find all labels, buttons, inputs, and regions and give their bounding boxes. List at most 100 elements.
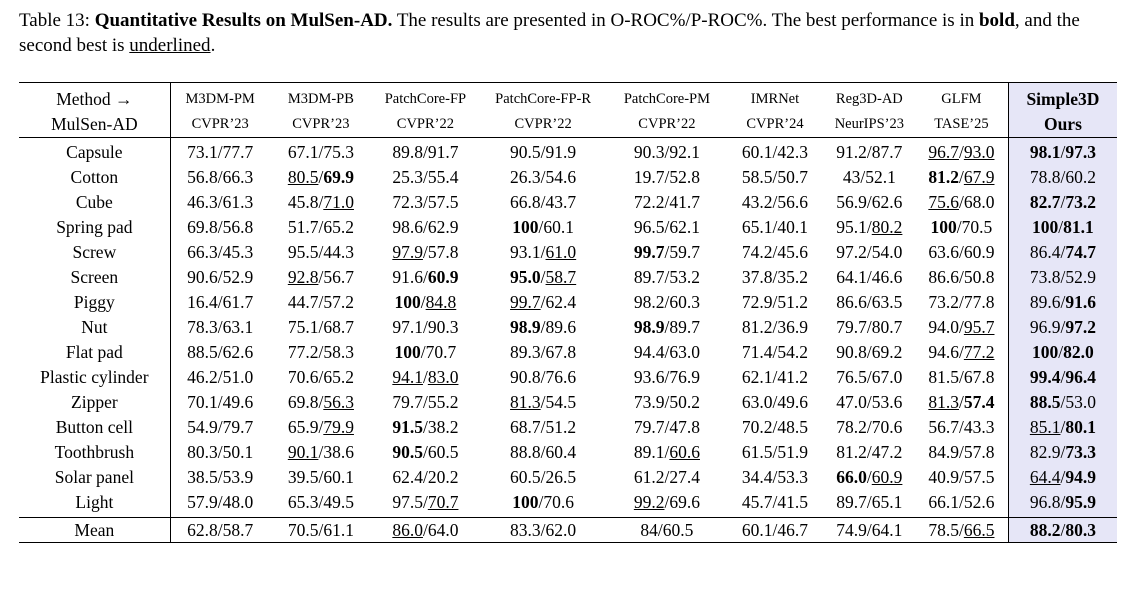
o-roc-value: 39.5: [287, 467, 319, 487]
p-roc-value: 52.1: [865, 167, 896, 187]
o-roc-value: 79.7: [392, 392, 423, 412]
p-roc-value: 60.2: [1065, 167, 1096, 187]
p-roc-value: 71.0: [323, 192, 354, 212]
p-roc-value: 51.0: [222, 367, 254, 387]
p-roc-value: 58.7: [222, 519, 254, 540]
o-roc-value: 100: [1032, 217, 1059, 237]
o-roc-value: 26.3: [510, 167, 541, 187]
value-separator: /: [958, 317, 964, 337]
p-roc-value: 54.0: [871, 242, 903, 262]
value-separator: /: [772, 217, 778, 237]
p-roc-value: 56.6: [777, 192, 809, 212]
value-separator: /: [217, 492, 223, 512]
o-roc-value: 79.7: [633, 417, 665, 437]
value-separator: /: [664, 492, 670, 512]
value-separator: /: [420, 292, 426, 312]
p-roc-value: 80.7: [871, 317, 903, 337]
o-roc-value: 46.3: [187, 192, 218, 212]
score-cell: 90.5/60.5: [372, 440, 479, 465]
value-separator: /: [318, 417, 324, 437]
score-cell: 84/60.5: [607, 517, 727, 543]
score-cell: 62.8/58.7: [170, 517, 270, 543]
value-separator: /: [1060, 292, 1066, 312]
value-separator: /: [664, 317, 670, 337]
p-roc-value: 62.1: [669, 217, 700, 237]
p-roc-value: 77.8: [963, 292, 995, 312]
o-roc-value: 91.2: [836, 142, 867, 162]
p-roc-value: 45.3: [222, 242, 254, 262]
value-separator: /: [772, 442, 778, 462]
o-roc-value: 43.2: [741, 192, 773, 212]
o-roc-value: 97.1: [392, 317, 423, 337]
method-header-patchcore-fp: PatchCore-FP: [372, 82, 479, 112]
category-cell: Cube: [19, 190, 171, 215]
score-cell: 81.3/57.4: [915, 390, 1008, 415]
o-roc-value: 67.1: [287, 142, 319, 162]
value-separator: /: [958, 342, 964, 362]
o-roc-value: 60.1: [741, 519, 773, 540]
score-cell: 19.7/52.8: [608, 165, 727, 190]
value-separator: /: [540, 192, 546, 212]
value-separator: /: [1060, 392, 1066, 412]
score-cell: 82.7/73.2: [1007, 190, 1117, 215]
value-separator: /: [1060, 192, 1066, 212]
category-cell: Mean: [19, 517, 171, 543]
value-separator: /: [217, 392, 223, 412]
p-roc-value: 67.8: [963, 367, 995, 387]
value-separator: /: [866, 142, 872, 162]
o-roc-value: 25.3: [392, 167, 423, 187]
o-roc-value: 96.5: [633, 217, 665, 237]
value-separator: /: [772, 142, 778, 162]
value-separator: /: [866, 519, 872, 540]
o-roc-value: 71.4: [741, 342, 773, 362]
value-separator: /: [866, 217, 872, 237]
value-separator: /: [664, 367, 670, 387]
o-roc-value: 98.2: [633, 292, 665, 312]
o-roc-value: 73.2: [928, 292, 959, 312]
p-roc-value: 74.7: [1065, 242, 1096, 262]
p-roc-value: 80.3: [1065, 519, 1096, 540]
value-separator: /: [318, 467, 324, 487]
value-separator: /: [318, 342, 324, 362]
o-roc-value: 64.1: [836, 267, 867, 287]
o-roc-value: 91.5: [392, 417, 423, 437]
p-roc-value: 48.5: [777, 417, 809, 437]
value-separator: /: [772, 317, 778, 337]
score-cell: 96.5/62.1: [608, 215, 727, 240]
p-roc-value: 60.9: [871, 467, 903, 487]
category-cell: Button cell: [19, 415, 171, 440]
corner-header-bottom: MulSen-AD: [19, 112, 171, 138]
score-cell: 62.1/41.2: [726, 365, 823, 390]
score-cell: 97.9/57.8: [372, 240, 479, 265]
p-roc-value: 60.6: [669, 442, 700, 462]
value-separator: /: [318, 317, 324, 337]
value-separator: /: [318, 242, 324, 262]
score-cell: 75.1/68.7: [270, 315, 372, 340]
o-roc-value: 56.7: [928, 417, 959, 437]
p-roc-value: 57.8: [963, 442, 995, 462]
p-roc-value: 62.6: [871, 192, 903, 212]
p-roc-value: 68.0: [963, 192, 995, 212]
o-roc-value: 88.5: [187, 342, 218, 362]
p-roc-value: 67.8: [545, 342, 577, 362]
o-roc-value: 96.8: [1029, 492, 1061, 512]
o-roc-value: 70.6: [287, 367, 319, 387]
value-separator: /: [422, 392, 428, 412]
o-roc-value: 89.7: [633, 267, 665, 287]
score-cell: 70.5/61.1: [269, 517, 373, 543]
score-cell: 78.8/60.2: [1007, 165, 1117, 190]
p-roc-value: 91.9: [545, 142, 577, 162]
o-roc-value: 69.8: [287, 392, 319, 412]
value-separator: /: [772, 392, 778, 412]
category-cell: Cotton: [19, 165, 171, 190]
value-separator: /: [318, 142, 324, 162]
score-cell: 81.5/67.8: [915, 365, 1008, 390]
o-roc-value: 94.4: [633, 342, 665, 362]
o-roc-value: 82.9: [1029, 442, 1061, 462]
o-roc-value: 60.1: [741, 142, 773, 162]
value-separator: /: [318, 192, 324, 212]
o-roc-value: 19.7: [633, 167, 665, 187]
score-cell: 89.7/53.2: [608, 265, 727, 290]
value-separator: /: [318, 392, 324, 412]
value-separator: /: [217, 142, 223, 162]
